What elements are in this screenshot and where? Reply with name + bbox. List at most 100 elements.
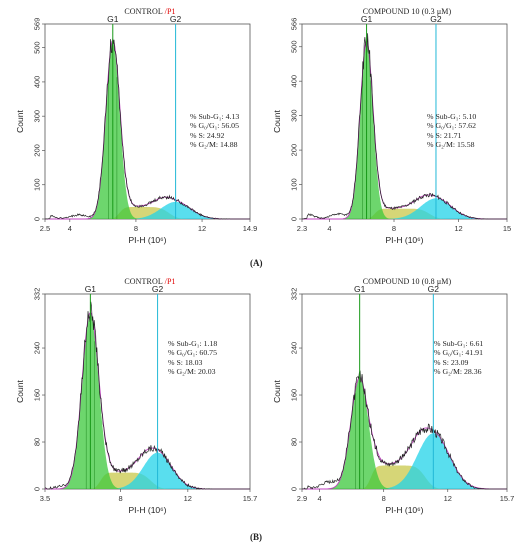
y-tick-label: 300 bbox=[290, 109, 299, 122]
s-phase-area bbox=[302, 208, 507, 219]
x-tick-label: 8 bbox=[392, 224, 396, 233]
raw-histogram-line bbox=[44, 301, 250, 490]
plot-frame bbox=[301, 293, 508, 490]
chart-title-main: CONTROL bbox=[124, 7, 163, 16]
y-tick-label: 0 bbox=[33, 487, 42, 491]
x-tick-label: 8 bbox=[382, 494, 386, 503]
g1-peak-area bbox=[45, 312, 250, 489]
chart-panel-b1: CONTROL /P1 G1 G2 3.5 8 12 15.7 0 80 160 240 332 PI… bbox=[5, 272, 260, 517]
panel-label-b: (B) bbox=[250, 532, 262, 542]
chart-title-main: COMPOUND 10 (0.8 μM) bbox=[362, 277, 452, 286]
x-tick-label: 12 bbox=[198, 224, 206, 233]
y-tick-label: 160 bbox=[33, 389, 42, 402]
y-tick-label: 500 bbox=[290, 40, 299, 53]
g2-peak-area bbox=[45, 452, 250, 489]
y-axis-label: Count bbox=[272, 380, 282, 403]
y-tick-label: 566 bbox=[290, 18, 299, 31]
marker-label-g1: G1 bbox=[107, 14, 119, 24]
chart-title-main: CONTROL bbox=[124, 277, 163, 286]
raw-histogram-line bbox=[302, 370, 507, 490]
stats-box: % Sub-G₁: 1.18 % G₀/G₁: 60.75 % S: 18.03… bbox=[168, 339, 217, 377]
g2-peak-area bbox=[45, 201, 250, 219]
stat-s: % S: 23.09 bbox=[434, 357, 469, 367]
y-tick-label: 0 bbox=[33, 217, 42, 221]
x-tick-label: 12 bbox=[444, 494, 452, 503]
stat-g0g1: % G₀/G₁: 56.05 bbox=[190, 121, 239, 131]
y-tick-label: 240 bbox=[290, 342, 299, 355]
stats-box: % Sub-G₁: 5.10 % G₀/G₁: 57.62 % S: 21.71… bbox=[427, 112, 476, 150]
x-tick-label: 3.5 bbox=[40, 494, 50, 503]
histogram-svg: G1 G2 2.5 4 8 12 14.9 0 100 200 300 400 500 569 PI-H (… bbox=[15, 14, 258, 245]
raw-histogram-line bbox=[45, 38, 250, 220]
y-tick-label: 0 bbox=[290, 487, 299, 491]
y-axis-label: Count bbox=[15, 380, 25, 403]
g2-peak-area bbox=[302, 433, 507, 489]
stat-subg1: % Sub-G₁: 4.13 bbox=[190, 112, 240, 121]
x-tick-label: 14.9 bbox=[243, 224, 258, 233]
marker-label-g2: G2 bbox=[428, 284, 440, 294]
stat-g2m: % G₂/M: 28.36 bbox=[434, 367, 482, 377]
x-tick-label: 4 bbox=[68, 224, 72, 233]
x-axis-label: PI-H (10⁶) bbox=[129, 235, 167, 245]
s-phase-area bbox=[45, 207, 250, 219]
chart-title: COMPOUND 10 (0.8 μM) bbox=[307, 277, 507, 286]
y-tick-label: 240 bbox=[33, 342, 42, 355]
marker-label-g1: G1 bbox=[354, 284, 366, 294]
y-tick-label: 332 bbox=[33, 288, 42, 301]
chart-title: CONTROL /P1 bbox=[50, 7, 250, 16]
y-tick-label: 500 bbox=[33, 41, 42, 54]
x-tick-label: 15 bbox=[503, 224, 511, 233]
stat-g0g1: % G₀/G₁: 57.62 bbox=[427, 121, 476, 131]
chart-title-suffix: /P1 bbox=[164, 7, 176, 16]
chart-title: COMPOUND 10 (0.3 μM) bbox=[307, 7, 507, 16]
stat-s: % S: 24.92 bbox=[190, 130, 225, 140]
marker-label-g1: G1 bbox=[85, 284, 97, 294]
x-tick-label: 4 bbox=[327, 224, 331, 233]
chart-title-suffix: /P1 bbox=[164, 277, 176, 286]
chart-title: CONTROL /P1 bbox=[50, 277, 250, 286]
x-tick-label: 2.3 bbox=[297, 224, 307, 233]
y-axis-label: Count bbox=[15, 110, 25, 133]
x-axis-label: PI-H (10⁶) bbox=[386, 505, 424, 515]
marker-label-g2: G2 bbox=[170, 14, 182, 24]
y-axis-label: Count bbox=[272, 110, 282, 133]
y-tick-label: 569 bbox=[33, 18, 42, 31]
histogram-svg: G1 G2 3.5 8 12 15.7 0 80 160 240 332 PI-H (10⁶) Coun… bbox=[15, 284, 258, 515]
stats-box: % Sub-G₁: 4.13 % G₀/G₁: 56.05 % S: 24.92… bbox=[190, 112, 239, 150]
stats-box: % Sub-G₁: 6.61 % G₀/G₁: 41.91 % S: 23.09… bbox=[434, 339, 483, 377]
histogram-svg: G1 G2 2.9 4 8 12 15.7 0 80 160 240 332 PI-H (10⁶) Cou… bbox=[272, 284, 515, 515]
x-tick-label: 8 bbox=[134, 224, 138, 233]
stat-g2m: % G₂/M: 14.88 bbox=[190, 140, 238, 150]
x-tick-label: 2.5 bbox=[40, 224, 50, 233]
y-tick-label: 160 bbox=[290, 389, 299, 402]
chart-title-main: COMPOUND 10 (0.3 μM) bbox=[362, 7, 452, 16]
stat-g0g1: % G₀/G₁: 60.75 bbox=[168, 348, 217, 358]
stat-s: % S: 21.71 bbox=[427, 130, 462, 140]
y-tick-label: 300 bbox=[33, 110, 42, 123]
y-tick-label: 100 bbox=[33, 178, 42, 191]
stat-subg1: % Sub-G₁: 5.10 bbox=[427, 112, 477, 121]
y-tick-label: 200 bbox=[33, 144, 42, 157]
x-tick-label: 4 bbox=[318, 494, 322, 503]
y-tick-label: 400 bbox=[290, 75, 299, 88]
stat-subg1: % Sub-G₁: 6.61 bbox=[434, 339, 484, 348]
x-tick-label: 12 bbox=[184, 494, 192, 503]
stat-g0g1: % G₀/G₁: 41.91 bbox=[434, 348, 483, 358]
y-tick-label: 400 bbox=[33, 76, 42, 89]
y-tick-label: 100 bbox=[290, 178, 299, 191]
y-tick-label: 80 bbox=[33, 438, 42, 446]
y-tick-label: 200 bbox=[290, 144, 299, 157]
panel-label-a: (A) bbox=[250, 258, 263, 268]
x-tick-label: 15.7 bbox=[500, 494, 515, 503]
y-tick-label: 332 bbox=[290, 288, 299, 301]
x-axis-label: PI-H (10⁶) bbox=[129, 505, 167, 515]
marker-label-g2: G2 bbox=[430, 14, 442, 24]
s-phase-area bbox=[302, 465, 507, 489]
histogram-svg: G1 G2 2.3 4 8 12 15 0 100 200 300 400 500 566 PI-H (10… bbox=[272, 14, 511, 245]
chart-panel-b2: COMPOUND 10 (0.8 μM) G1 G2 2.9 4 8 12 15.7 0 80 1… bbox=[262, 272, 517, 517]
stat-g2m: % G₂/M: 15.58 bbox=[427, 140, 475, 150]
x-tick-label: 15.7 bbox=[243, 494, 258, 503]
stat-subg1: % Sub-G₁: 1.18 bbox=[168, 339, 218, 348]
marker-label-g2: G2 bbox=[152, 284, 164, 294]
marker-label-g1: G1 bbox=[361, 14, 373, 24]
